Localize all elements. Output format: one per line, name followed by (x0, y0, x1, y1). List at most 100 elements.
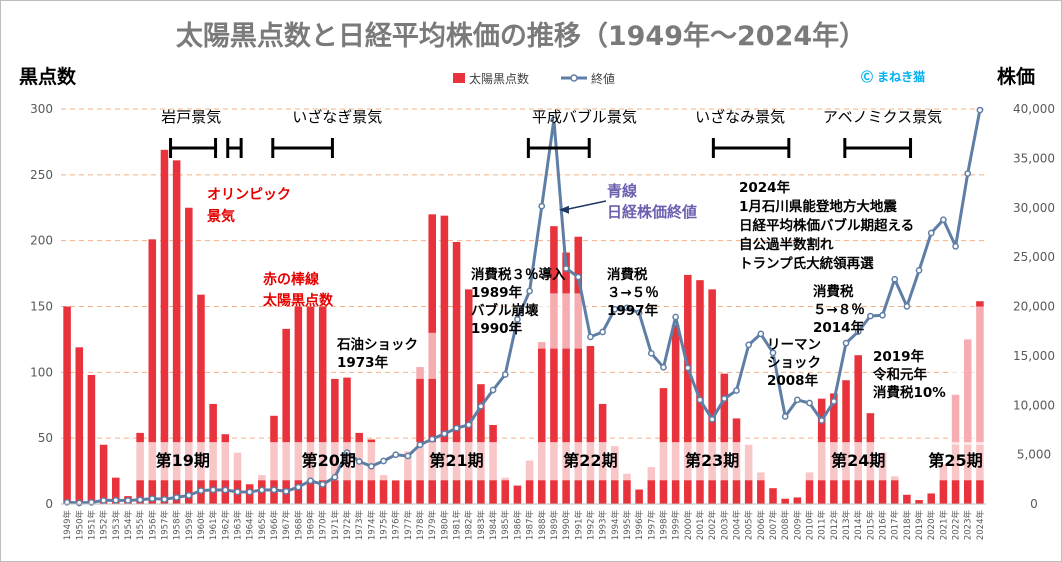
sunspot-bar (684, 274, 692, 504)
stock-point (696, 396, 704, 404)
sunspot-bar (185, 207, 193, 504)
stock-point (635, 309, 643, 317)
x-tick-label: 1997年 (646, 510, 657, 541)
x-tick-label: 1953年 (111, 510, 122, 541)
sunspot-bar (197, 294, 205, 504)
sunspot-bar (793, 497, 802, 504)
cycle-label: 第20期 (302, 451, 356, 470)
right-axis-title: 株価 (997, 65, 1035, 88)
stock-point (185, 492, 193, 499)
right-tick-label: 0 (1030, 497, 1038, 511)
blue-line-annotation: 青線 (607, 182, 637, 200)
x-tick-label: 1979年 (427, 510, 438, 541)
x-tick-label: 1993年 (598, 510, 609, 541)
x-tick-label: 1970年 (318, 510, 329, 541)
x-tick-label: 1999年 (671, 510, 682, 541)
cycle-band (255, 442, 390, 481)
year-2024-annotation: 自公過半数割れ (739, 236, 834, 253)
sunspot-bar (525, 460, 534, 504)
legend: 太陽黒点数 終値 (453, 71, 615, 86)
year-2024-annotation: 1月石川県能登地方大地震 (739, 198, 897, 215)
x-tick-label: 2008年 (780, 510, 791, 541)
x-tick-label: 2006年 (756, 510, 767, 541)
x-tick-label: 2010年 (805, 510, 816, 541)
x-tick-label: 2017年 (890, 510, 901, 541)
stock-point (611, 305, 619, 313)
stock-point (915, 267, 923, 274)
x-tick-label: 1962年 (220, 510, 231, 541)
sunspot-bar (501, 477, 510, 504)
sunspot-bar (172, 160, 181, 504)
x-tick-label: 1972年 (342, 510, 353, 541)
x-tick-label: 2003年 (719, 510, 730, 541)
stock-point (428, 435, 436, 443)
left-tick-label: 50 (38, 431, 53, 445)
sunspot-bar (927, 493, 936, 504)
cycle-label: 第25期 (928, 451, 982, 470)
left-tick-label: 100 (30, 365, 53, 379)
oil-shock-annotation: 1973年 (337, 354, 389, 371)
x-tick-label: 1987年 (525, 510, 536, 541)
stock-point (294, 483, 302, 491)
x-tick-label: 1991年 (573, 510, 584, 541)
x-tick-label: 2020年 (926, 510, 937, 541)
x-tick-label: 2007年 (768, 510, 779, 541)
x-tick-label: 1994年 (610, 510, 621, 541)
sunspot-bar (915, 500, 923, 504)
highlight-band (523, 293, 585, 349)
axes: 0 50 100 150 200 250 300 0 5,000 10,000 15,000 20,0… (30, 102, 1055, 540)
sunspot-bar (160, 149, 169, 505)
right-tick-label: 5,000 (1017, 448, 1051, 462)
sunspot-bar (63, 306, 71, 504)
stock-point (197, 487, 205, 494)
stock-point (453, 424, 460, 432)
x-tick-label: 1973年 (354, 510, 365, 541)
sunspot-bar (464, 289, 473, 504)
stock-point (124, 497, 132, 504)
x-tick-label: 1952年 (99, 510, 110, 541)
stock-point (136, 496, 144, 504)
legend-swatch-marker (570, 74, 578, 82)
x-tick-label: 1950年 (74, 510, 85, 541)
cycle-band (925, 442, 986, 481)
x-tick-label: 1954年 (123, 510, 134, 541)
sunspot-bar (452, 241, 461, 504)
x-tick-label: 2022年 (951, 510, 962, 541)
x-tick-label: 2012年 (829, 510, 840, 541)
left-tick-label: 250 (30, 168, 53, 182)
cycle-band (523, 442, 634, 481)
stock-point (246, 488, 254, 496)
right-tick-label: 20,000 (1013, 300, 1055, 314)
x-tick-label: 2005年 (744, 510, 755, 541)
x-tick-label: 2015年 (865, 510, 876, 541)
x-tick-label: 1971年 (330, 510, 341, 541)
olympic-annotation: オリンピック (207, 187, 291, 203)
chart-title: 太陽黒点数と日経平均株価の推移（1949年～2024年） (176, 20, 866, 52)
x-tick-label: 1989年 (549, 510, 560, 541)
stock-point (258, 486, 266, 494)
sunspot-bar (513, 485, 522, 504)
x-tick-label: 1992年 (585, 510, 596, 541)
stock-point (903, 303, 911, 310)
sunspot-bar (416, 367, 424, 504)
x-tick-label: 1960年 (196, 510, 207, 541)
sunspot-bar (708, 289, 716, 504)
sunspot-bar (343, 377, 351, 504)
stock-point (830, 397, 838, 405)
boom-label: 平成バブル景気 (532, 108, 637, 126)
sunspot-bar (537, 342, 546, 504)
tax-2019-annotation: 2019年 (873, 348, 925, 365)
x-tick-label: 1966年 (269, 510, 280, 541)
x-tick-label: 1981年 (452, 510, 463, 541)
sunspot-bar (696, 280, 704, 504)
boom-markers: 岩戸景気 いざなぎ景気 平成バブル景気 いざなみ景気 アベノミクス景気 (161, 108, 942, 158)
stock-point (368, 462, 375, 470)
stock-point (550, 116, 558, 124)
stock-point (465, 421, 473, 429)
stock-point (404, 452, 412, 460)
cycle-band (389, 442, 512, 481)
cycle-band (134, 442, 256, 481)
annotations: 第19期 第20期 第21期 第22期 第23期 第24期 第25期 オリンピック景気赤の棒線… (156, 179, 983, 470)
x-tick-label: 1969年 (306, 510, 317, 541)
sunspot-bar (635, 489, 643, 504)
